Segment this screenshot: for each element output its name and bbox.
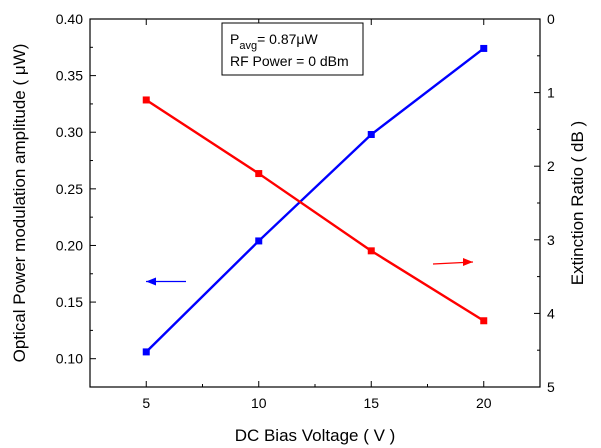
- y-right-tick-label: 1: [547, 85, 555, 101]
- y-right-tick-label: 0: [547, 11, 555, 27]
- ticks-layer: 5 10 15 20 0.10 0.15 0.20 0.25 0.30 0.35 0.40 0 1 2 3 4…: [56, 11, 555, 411]
- legend-box: [221, 22, 364, 76]
- series-marker-right: [255, 170, 263, 178]
- y-left-tick-label: 0.20: [56, 237, 83, 253]
- y-left-tick-label: 0.30: [56, 124, 83, 140]
- y-left-tick-label: 0.15: [56, 294, 83, 310]
- x-tick-label: 10: [251, 395, 267, 411]
- series-line-left: [145, 47, 485, 353]
- legend-pavg-sub: avg: [239, 40, 257, 52]
- y-left-axis-title: Optical Power modulation amplitude ( μW): [10, 44, 29, 363]
- legend-line-1: Pavg= 0.87μW: [230, 31, 318, 52]
- series-marker-right: [367, 247, 375, 255]
- x-axis-title: DC Bias Voltage ( V ): [235, 426, 396, 445]
- legend-pavg-prefix: P: [230, 31, 239, 47]
- y-left-tick-label: 0.35: [56, 68, 83, 84]
- y-right-axis-title: Extinction Ratio ( dB ): [568, 121, 587, 285]
- series-line-right: [145, 98, 485, 322]
- legend-pavg-value: = 0.87μW: [257, 31, 318, 47]
- legend-rf-power: RF Power = 0 dBm: [230, 53, 349, 69]
- y-right-tick-label: 5: [547, 379, 555, 395]
- series-marker-left: [142, 348, 150, 356]
- series-marker-left: [367, 130, 375, 138]
- series-marker-right: [480, 317, 488, 325]
- y-right-tick-label: 4: [547, 305, 555, 321]
- x-tick-label: 5: [142, 395, 150, 411]
- x-tick-label: 20: [476, 395, 492, 411]
- series-marker-left: [480, 44, 488, 52]
- y-left-tick-label: 0.40: [56, 11, 83, 27]
- x-tick-label: 15: [363, 395, 379, 411]
- y-right-tick-label: 3: [547, 232, 555, 248]
- series-layer: [142, 44, 488, 356]
- series-marker-right: [142, 96, 150, 104]
- legend: Pavg= 0.87μW RF Power = 0 dBm: [221, 22, 364, 76]
- red-arrow-right-head: [463, 258, 473, 266]
- y-right-tick-label: 2: [547, 158, 555, 174]
- series-marker-left: [255, 237, 263, 245]
- y-left-tick-label: 0.25: [56, 181, 83, 197]
- y-left-tick-label: 0.10: [56, 351, 83, 367]
- blue-arrow-left-head: [146, 277, 156, 286]
